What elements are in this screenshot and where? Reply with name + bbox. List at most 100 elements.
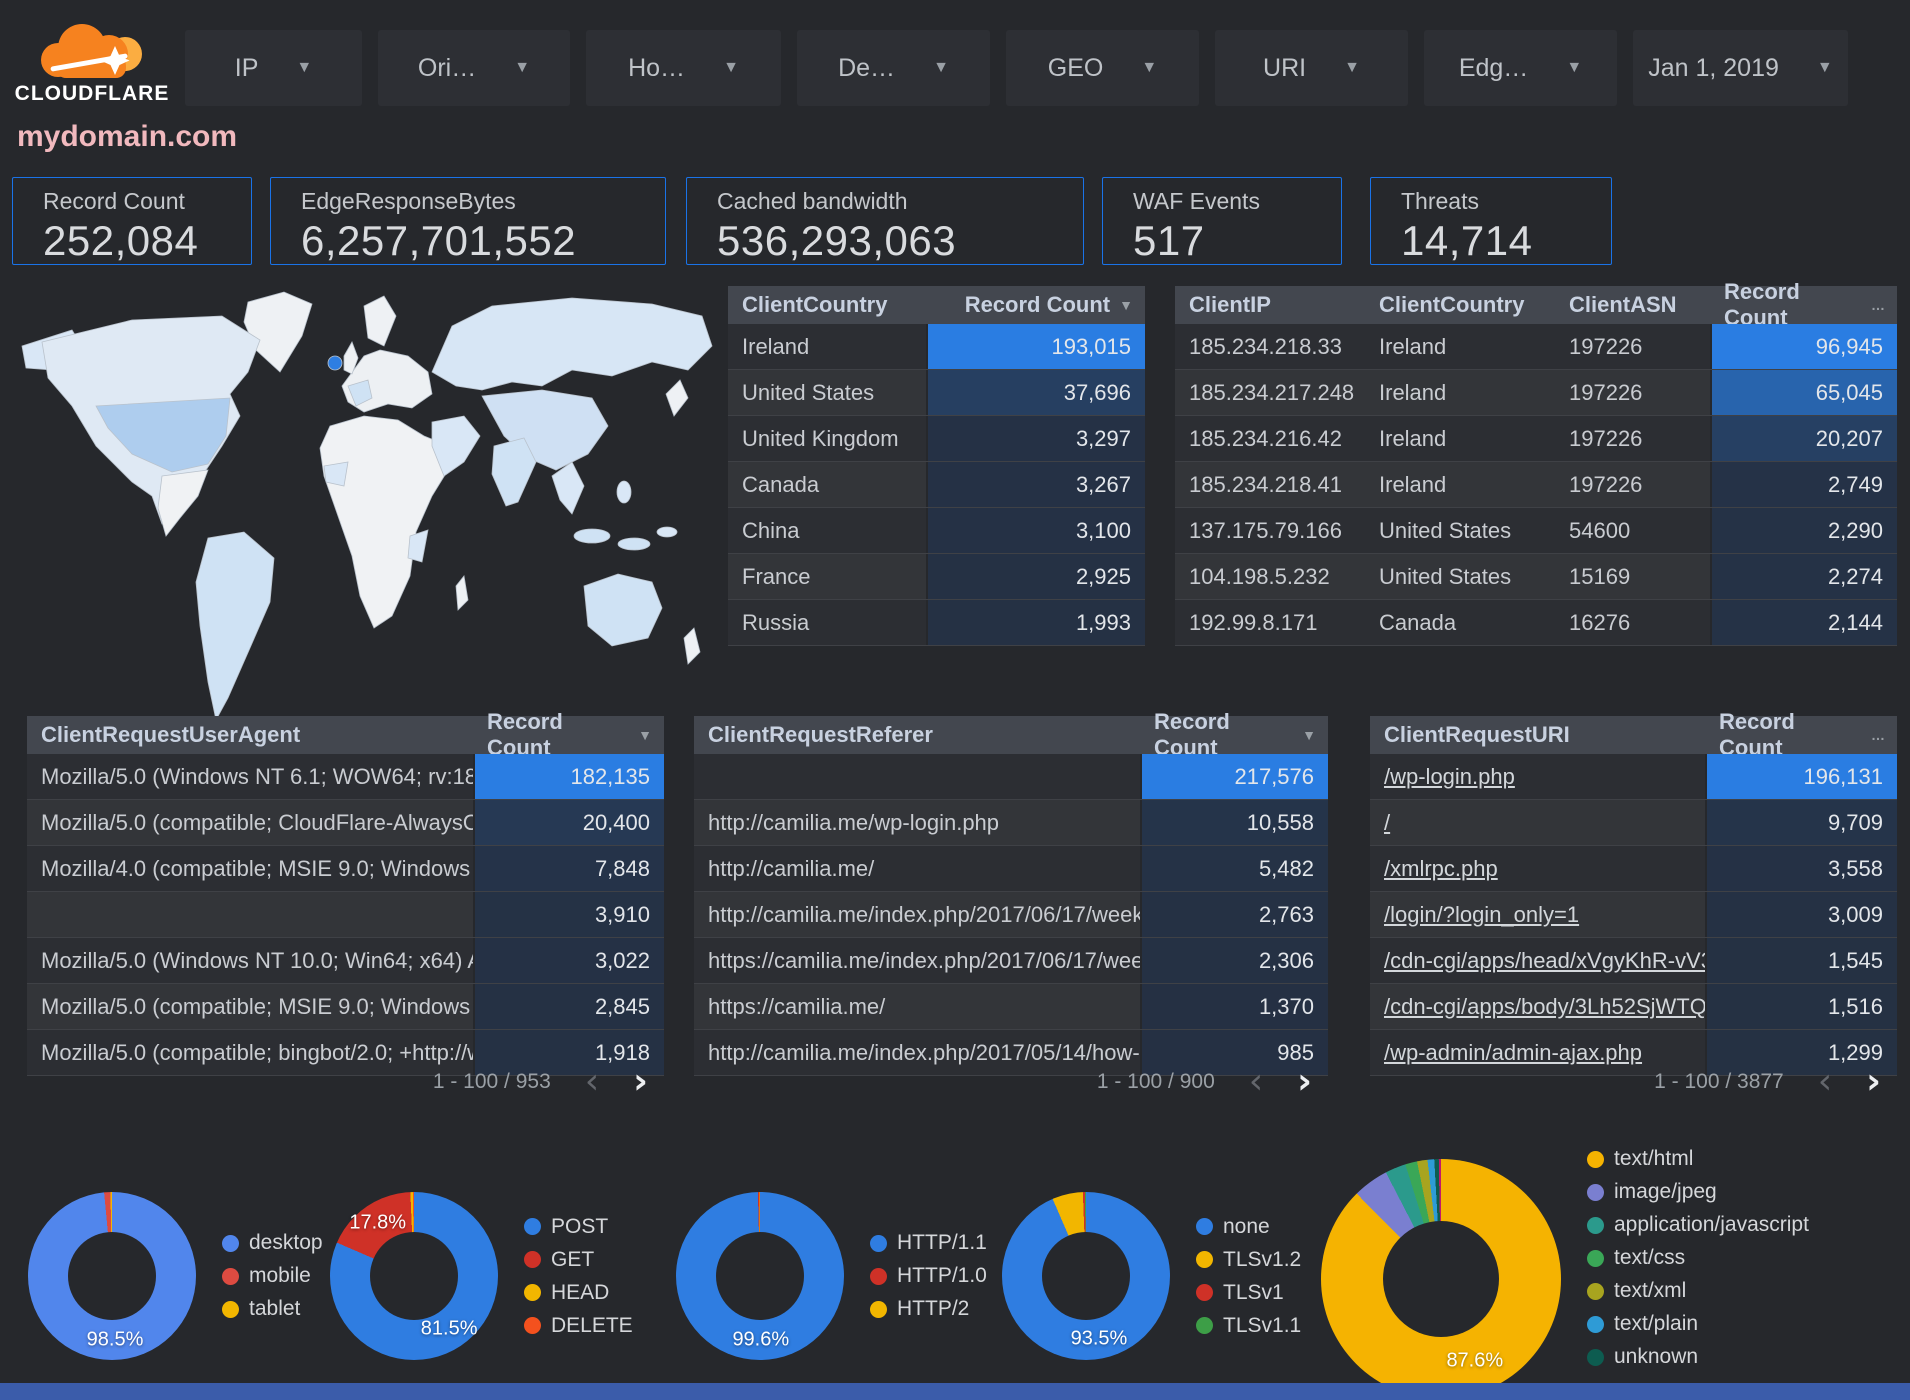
legend-item-tlsv1-2[interactable]: TLSv1.2 [1196,1248,1301,1272]
table-row[interactable]: 137.175.79.166 United States 54600 2,290 [1175,508,1897,554]
table-row[interactable]: /cdn-cgi/apps/body/3Lh52SjWTQ… 1,516 [1370,984,1897,1030]
legend-item-get[interactable]: GET [524,1248,633,1272]
table-row[interactable]: http://camilia.me/index.php/2017/06/17/w… [694,892,1328,938]
table-row[interactable]: http://camilia.me/index.php/2017/05/14/h… [694,1030,1328,1076]
table-row[interactable]: 185.234.217.248 Ireland 197226 65,045 [1175,370,1897,416]
table-row[interactable]: Canada 3,267 [728,462,1145,508]
column-header-record-count[interactable]: Record Count… [1724,279,1885,330]
next-page-icon[interactable]: › [1297,1061,1312,1102]
table-row[interactable]: /login/?login_only=1 3,009 [1370,892,1897,938]
table-row[interactable]: Mozilla/5.0 (Windows NT 6.1; WOW64; rv:1… [27,754,664,800]
table-row[interactable]: Russia 1,993 [728,600,1145,646]
uri-link[interactable]: /cdn-cgi/apps/head/xVgyKhR-vV3… [1384,947,1705,973]
table-row[interactable]: 185.234.218.41 Ireland 197226 2,749 [1175,462,1897,508]
table-row[interactable]: 192.99.8.171 Canada 16276 2,144 [1175,600,1897,646]
uri-link[interactable]: /xmlrpc.php [1384,855,1498,881]
filter-chip-uri[interactable]: URI ▼ [1215,30,1408,106]
next-page-icon[interactable]: › [1866,1061,1881,1102]
filter-chip-geo[interactable]: GEO ▼ [1006,30,1199,106]
table-row[interactable]: Mozilla/5.0 (Windows NT 10.0; Win64; x64… [27,938,664,984]
table-row[interactable]: https://camilia.me/1,370 [694,984,1328,1030]
column-header-clientrequestuseragent[interactable]: ClientRequestUserAgent [41,722,301,747]
column-header-record-count[interactable]: Record Count ▼ [1154,709,1316,760]
previous-page-icon[interactable]: ‹ [1817,1061,1833,1102]
date-range-picker[interactable]: Jan 1, 2019 ▼ [1633,30,1848,106]
table-row[interactable]: /wp-admin/admin-ajax.php 1,299 [1370,1030,1897,1076]
world-map[interactable]: 1 193,015 [12,286,725,823]
column-header-clientip[interactable]: ClientIP [1189,292,1271,317]
device-category-donut[interactable]: 98.5% [28,1192,196,1360]
filter-chip-host[interactable]: Ho… ▼ [586,30,781,106]
device-category-legend: desktop mobile tablet [222,1231,323,1321]
table-row[interactable]: China 3,100 [728,508,1145,554]
column-header-clientasn[interactable]: ClientASN [1569,292,1677,317]
column-header-clientcountry[interactable]: ClientCountry [1379,292,1525,317]
column-header-clientcountry[interactable]: ClientCountry [742,292,888,317]
legend-item-http-2[interactable]: HTTP/2 [870,1297,987,1321]
table-row[interactable]: 185.234.218.33 Ireland 197226 96,945 [1175,324,1897,370]
filter-chip-ip[interactable]: IP ▼ [185,30,362,106]
previous-page-icon[interactable]: ‹ [584,1061,600,1102]
table-row[interactable]: https://camilia.me/index.php/2017/06/17/… [694,938,1328,984]
column-header-record-count[interactable]: Record Count ▼ [964,292,1133,317]
http-protocol-donut[interactable]: 99.6% [676,1192,844,1360]
column-header-record-count[interactable]: Record Count… [1719,709,1885,760]
legend-item-tlsv1-1[interactable]: TLSv1.1 [1196,1314,1301,1338]
legend-item-head[interactable]: HEAD [524,1281,633,1305]
cell-clientrequestuseragent: Mozilla/5.0 (compatible; CloudFlare-Alwa… [41,809,473,835]
table-row[interactable]: /xmlrpc.php 3,558 [1370,846,1897,892]
table-row[interactable]: /wp-login.php 196,131 [1370,754,1897,800]
table-row[interactable]: United Kingdom 3,297 [728,416,1145,462]
legend-item-http-1-1[interactable]: HTTP/1.1 [870,1231,987,1255]
request-method-donut[interactable]: 81.5% 17.8% [330,1192,498,1360]
column-header-clientrequesturi[interactable]: ClientRequestURI [1384,722,1570,747]
next-page-icon[interactable]: › [633,1061,648,1102]
legend-item-unknown[interactable]: unknown [1587,1345,1809,1369]
table-row[interactable]: / 9,709 [1370,800,1897,846]
legend-item-http-1-0[interactable]: HTTP/1.0 [870,1264,987,1288]
legend-item-desktop[interactable]: desktop [222,1231,323,1255]
legend-item-text-html[interactable]: text/html [1587,1147,1809,1171]
filter-chip-origin[interactable]: Ori… ▼ [378,30,570,106]
uri-link[interactable]: /wp-login.php [1384,763,1515,789]
filter-chip-edge[interactable]: Edg… ▼ [1424,30,1617,106]
table-row[interactable]: France 2,925 [728,554,1145,600]
legend-item-text-xml[interactable]: text/xml [1587,1279,1809,1303]
table-row[interactable]: 217,576 [694,754,1328,800]
legend-item-text-plain[interactable]: text/plain [1587,1312,1809,1336]
table-row[interactable]: Mozilla/5.0 (compatible; MSIE 9.0; Windo… [27,984,664,1030]
table-row[interactable]: Mozilla/5.0 (compatible; CloudFlare-Alwa… [27,800,664,846]
column-header-clientrequestreferer[interactable]: ClientRequestReferer [708,722,933,747]
table-row[interactable]: http://camilia.me/wp-login.php 10,558 [694,800,1328,846]
uri-link[interactable]: /wp-admin/admin-ajax.php [1384,1039,1643,1065]
legend-item-delete[interactable]: DELETE [524,1314,633,1338]
previous-page-icon[interactable]: ‹ [1248,1061,1264,1102]
legend-item-tablet[interactable]: tablet [222,1297,323,1321]
tls-version-donut[interactable]: 93.5% [1002,1192,1170,1360]
filter-bar: IP ▼ Ori… ▼ Ho… ▼ De… ▼ GEO ▼ URI ▼ Edg…… [185,30,1848,106]
table-row[interactable]: 3,910 [27,892,664,938]
table-row[interactable]: http://camilia.me/5,482 [694,846,1328,892]
legend-item-none[interactable]: none [1196,1215,1301,1239]
filter-chip-device[interactable]: De… ▼ [797,30,990,106]
legend-item-text-css[interactable]: text/css [1587,1246,1809,1270]
legend-item-tlsv1[interactable]: TLSv1 [1196,1281,1301,1305]
legend-item-image-jpeg[interactable]: image/jpeg [1587,1180,1809,1204]
legend-label: text/xml [1614,1279,1687,1302]
column-header-record-count[interactable]: Record Count ▼ [487,709,652,760]
table-row[interactable]: United States 37,696 [728,370,1145,416]
table-row[interactable]: /cdn-cgi/apps/head/xVgyKhR-vV3… 1,545 [1370,938,1897,984]
uri-link[interactable]: /login/?login_only=1 [1384,901,1580,927]
legend-item-post[interactable]: POST [524,1215,633,1239]
table-row[interactable]: Mozilla/4.0 (compatible; MSIE 9.0; Windo… [27,846,664,892]
uri-link[interactable]: /cdn-cgi/apps/body/3Lh52SjWTQ… [1384,993,1705,1019]
table-row[interactable]: 185.234.216.42 Ireland 197226 20,207 [1175,416,1897,462]
cell-clientrequestuseragent [27,892,473,937]
table-row[interactable]: Mozilla/5.0 (compatible; bingbot/2.0; +h… [27,1030,664,1076]
legend-item-mobile[interactable]: mobile [222,1264,323,1288]
content-type-donut[interactable]: 87.6% [1321,1159,1561,1399]
table-row[interactable]: Ireland 193,015 [728,324,1145,370]
table-row[interactable]: 104.198.5.232 United States 15169 2,274 [1175,554,1897,600]
uri-link[interactable]: / [1384,809,1391,835]
legend-item-application-javascript[interactable]: application/javascript [1587,1213,1809,1237]
